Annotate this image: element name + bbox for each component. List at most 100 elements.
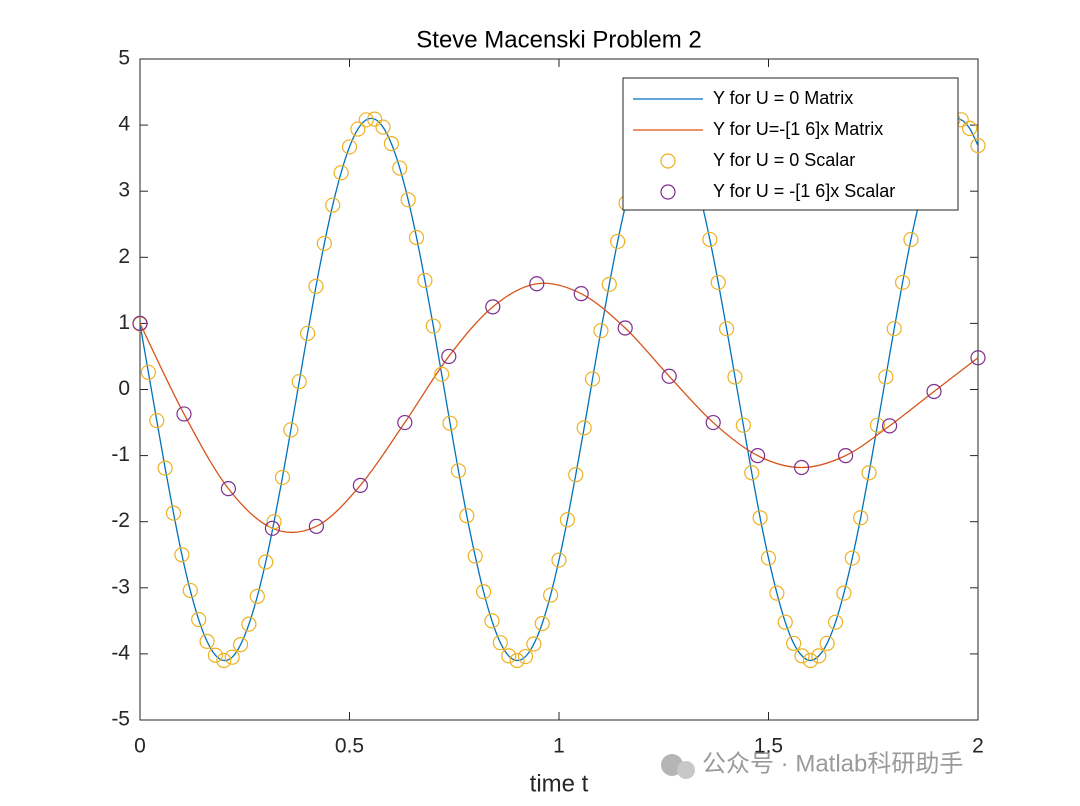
marker bbox=[220, 481, 237, 497]
x-tick-label: 0 bbox=[134, 735, 146, 758]
marker bbox=[249, 588, 265, 604]
marker bbox=[802, 652, 819, 669]
marker bbox=[241, 616, 257, 632]
marker bbox=[617, 320, 633, 336]
marker bbox=[543, 587, 559, 603]
marker bbox=[769, 585, 785, 601]
marker bbox=[601, 276, 617, 293]
x-tick-label: 1 bbox=[553, 735, 565, 758]
marker bbox=[517, 648, 534, 665]
marker bbox=[878, 369, 894, 385]
marker bbox=[750, 448, 766, 464]
marker bbox=[718, 321, 735, 337]
marker bbox=[207, 647, 224, 663]
marker bbox=[425, 318, 441, 334]
marker bbox=[459, 508, 475, 524]
marker bbox=[702, 231, 718, 248]
marker bbox=[325, 197, 341, 213]
marker bbox=[232, 637, 249, 653]
chart-title: Steve Macenski Problem 2 bbox=[416, 26, 701, 53]
x-tick-label: 2 bbox=[972, 735, 984, 758]
marker bbox=[705, 414, 721, 431]
marker bbox=[350, 121, 366, 137]
legend-label: Y for U=-[1 6]x Matrix bbox=[713, 119, 883, 139]
marker bbox=[358, 112, 374, 128]
marker bbox=[182, 582, 198, 599]
marker bbox=[861, 465, 877, 481]
marker bbox=[434, 366, 450, 382]
marker bbox=[392, 160, 408, 176]
marker bbox=[926, 383, 942, 400]
marker bbox=[881, 418, 898, 434]
marker bbox=[485, 299, 501, 315]
marker bbox=[962, 120, 978, 137]
marker bbox=[970, 137, 986, 154]
marker bbox=[291, 373, 307, 390]
legend-swatch bbox=[660, 153, 676, 169]
legend-label: Y for U = -[1 6]x Scalar bbox=[713, 181, 895, 201]
legend: Y for U = 0 Matrix Y for U=-[1 6]x Matrix… bbox=[622, 77, 959, 211]
marker bbox=[593, 323, 609, 339]
watermark: 公众号 · Matlab科研助手 bbox=[661, 750, 963, 779]
marker bbox=[786, 635, 802, 651]
marker bbox=[442, 415, 458, 431]
marker bbox=[584, 371, 601, 387]
marker bbox=[140, 364, 156, 380]
marker bbox=[777, 614, 793, 630]
marker bbox=[274, 469, 291, 486]
marker bbox=[610, 233, 626, 250]
y-tick-label: 1 bbox=[118, 311, 130, 334]
marker bbox=[408, 229, 425, 246]
marker bbox=[886, 321, 902, 337]
line bbox=[140, 117, 978, 662]
marker bbox=[450, 463, 467, 479]
marker bbox=[157, 460, 173, 476]
marker bbox=[661, 368, 677, 384]
marker bbox=[341, 139, 358, 155]
marker bbox=[576, 420, 592, 436]
marker bbox=[752, 510, 768, 526]
marker bbox=[174, 547, 190, 563]
marker bbox=[375, 119, 391, 135]
y-tick-label: -5 bbox=[111, 708, 130, 731]
marker bbox=[894, 274, 911, 291]
marker bbox=[441, 348, 457, 365]
marker bbox=[132, 315, 148, 331]
x-tick-label: 0.5 bbox=[335, 735, 364, 758]
marker bbox=[760, 550, 777, 566]
marker bbox=[165, 505, 182, 521]
marker bbox=[811, 648, 827, 664]
marker bbox=[727, 369, 743, 385]
marker bbox=[492, 635, 508, 651]
watermark-text: 公众号 · Matlab科研助手 bbox=[702, 750, 963, 777]
marker bbox=[526, 636, 542, 652]
marker bbox=[266, 514, 282, 530]
marker bbox=[467, 548, 483, 564]
legend-swatch bbox=[660, 184, 676, 200]
y-tick-label: 0 bbox=[118, 377, 130, 400]
marker bbox=[308, 278, 324, 294]
marker bbox=[970, 350, 986, 366]
y-tick-label: -2 bbox=[111, 509, 130, 532]
marker bbox=[853, 510, 869, 526]
watermark-icon bbox=[677, 761, 695, 779]
x-tick-label: 1.5 bbox=[754, 735, 783, 758]
marker bbox=[551, 552, 567, 568]
marker bbox=[283, 422, 299, 438]
marker bbox=[224, 649, 240, 665]
x-axis-label: time t bbox=[530, 770, 589, 797]
line bbox=[140, 282, 978, 534]
legend-box bbox=[622, 77, 959, 211]
y-tick-label: -4 bbox=[111, 641, 130, 664]
marker bbox=[333, 165, 349, 181]
marker bbox=[534, 615, 550, 632]
marker bbox=[316, 235, 332, 252]
marker bbox=[367, 111, 383, 127]
marker bbox=[484, 613, 500, 629]
marker bbox=[400, 192, 416, 208]
marker bbox=[501, 648, 517, 664]
y-tick-label: -3 bbox=[111, 575, 130, 598]
marker bbox=[191, 611, 207, 628]
marker bbox=[568, 467, 584, 483]
marker bbox=[258, 554, 274, 570]
